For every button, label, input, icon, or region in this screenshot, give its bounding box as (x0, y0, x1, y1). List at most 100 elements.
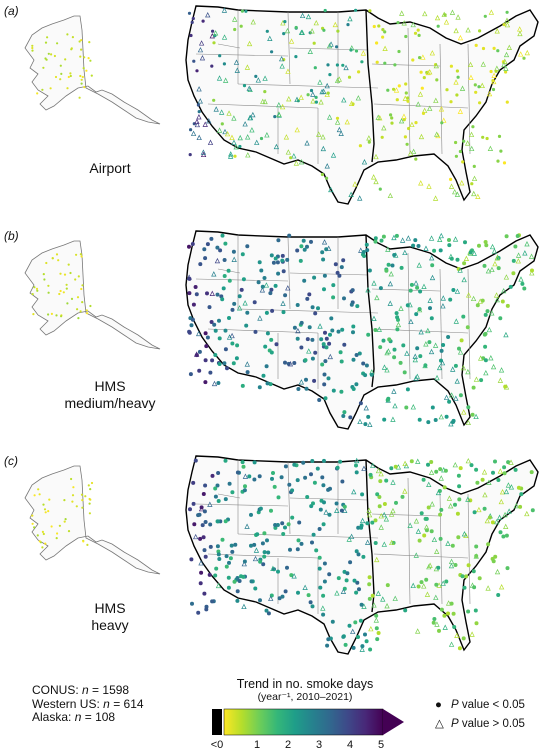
station-sig-point (335, 63, 339, 67)
station-sig-point (317, 555, 322, 560)
station-sig-point (283, 464, 288, 469)
station-nonsig-point (454, 632, 460, 638)
station-sig-point (342, 410, 347, 415)
station-sig-point (318, 585, 323, 590)
station-sig-point (450, 543, 455, 548)
station-nonsig-point (359, 517, 366, 524)
station-sig-point (87, 57, 90, 60)
station-nonsig-point (409, 121, 415, 128)
station-sig-point (223, 458, 228, 463)
station-nonsig-point (226, 334, 233, 340)
station-sig-point (317, 398, 322, 402)
station-nonsig-point (410, 582, 416, 589)
station-nonsig-point (465, 419, 471, 426)
station-sig-point (235, 598, 240, 603)
station-nonsig-point (414, 373, 420, 379)
station-nonsig-point (247, 114, 253, 121)
state-border (407, 27, 411, 155)
station-sig-point (42, 273, 45, 276)
station-sig-point (449, 64, 453, 68)
station-nonsig-point (241, 603, 247, 610)
station-nonsig-point (276, 102, 282, 108)
station-nonsig-point (437, 236, 443, 243)
station-sig-point (244, 9, 248, 13)
station-sig-point (221, 286, 226, 291)
alaska-outline (24, 240, 161, 350)
station-nonsig-point (299, 12, 306, 19)
station-sig-point (370, 520, 375, 525)
station-sig-point (414, 312, 419, 317)
station-sig-point (485, 309, 490, 314)
station-sig-point (384, 268, 389, 273)
station-nonsig-point (318, 99, 324, 105)
station-sig-point (301, 460, 306, 465)
station-sig-point (322, 372, 327, 377)
station-sig-point (207, 305, 212, 310)
station-sig-point (76, 296, 80, 299)
station-sig-point (422, 76, 426, 80)
station-nonsig-point (422, 10, 428, 17)
station-sig-point (62, 291, 65, 294)
station-nonsig-point (336, 126, 343, 133)
station-nonsig-point (413, 280, 419, 286)
station-sig-point (265, 331, 270, 336)
station-nonsig-point (454, 191, 461, 197)
station-sig-point (47, 313, 50, 316)
station-sig-point (452, 625, 457, 629)
station-sig-point (386, 88, 390, 92)
station-sig-point (469, 463, 474, 468)
station-nonsig-point (457, 108, 464, 114)
station-nonsig-point (457, 267, 463, 273)
station-nonsig-point (475, 193, 481, 199)
station-nonsig-point (440, 295, 446, 301)
station-sig-point (303, 475, 308, 480)
station-sig-point (474, 621, 479, 626)
station-sig-point (494, 69, 498, 73)
station-sig-point (195, 69, 199, 73)
station-sig-point (492, 46, 496, 51)
station-nonsig-point (438, 475, 444, 481)
station-sig-point (231, 249, 236, 254)
station-nonsig-point (517, 26, 523, 32)
station-sig-point (57, 259, 60, 262)
station-nonsig-point (370, 462, 376, 468)
station-sig-point (360, 492, 365, 497)
station-sig-point (358, 401, 363, 406)
station-sig-point (408, 288, 413, 293)
station-sig-point (223, 497, 228, 502)
station-sig-point (451, 418, 456, 423)
station-sig-point (271, 471, 275, 475)
station-sig-point (373, 236, 378, 241)
station-sig-point (336, 329, 341, 334)
station-sig-point (394, 311, 399, 316)
station-sig-point (365, 521, 370, 526)
station-nonsig-point (381, 124, 387, 131)
station-sig-point (210, 473, 215, 478)
station-sig-point (86, 312, 89, 315)
station-sig-point (496, 49, 500, 53)
station-sig-point (378, 187, 382, 191)
station-nonsig-point (392, 402, 398, 409)
station-sig-point (217, 336, 222, 341)
station-sig-point (461, 160, 465, 164)
station-sig-point (334, 501, 339, 506)
station-sig-point (191, 480, 196, 485)
station-nonsig-point (402, 488, 408, 494)
station-sig-point (398, 360, 403, 365)
panel-hms-medium-heavy: (b) HMS medium/heavy (0, 225, 559, 450)
station-sig-point (292, 325, 297, 330)
station-sig-point (217, 557, 222, 561)
station-nonsig-point (429, 274, 436, 281)
station-nonsig-point (461, 531, 468, 537)
station-sig-point (321, 593, 326, 598)
station-sig-point (241, 277, 246, 282)
station-sig-point (449, 601, 454, 606)
station-sig-point (351, 357, 356, 362)
station-nonsig-point (360, 50, 367, 56)
station-sig-point (431, 620, 436, 625)
station-sig-point (276, 569, 280, 574)
station-nonsig-point (309, 28, 315, 34)
station-sig-point (205, 242, 210, 247)
station-nonsig-point (317, 79, 323, 85)
station-sig-point (434, 469, 439, 474)
